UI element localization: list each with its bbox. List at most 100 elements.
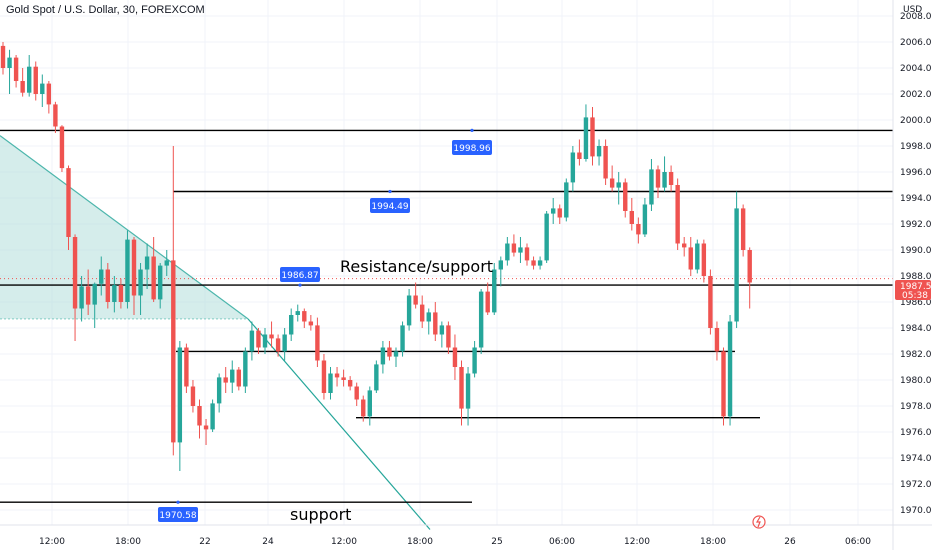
candle: [367, 386, 372, 426]
candle: [393, 347, 399, 367]
candle: [629, 198, 634, 231]
candle: [20, 68, 25, 97]
candle: [131, 237, 137, 315]
candle: [269, 321, 274, 348]
level-label-text: 1998.96: [453, 144, 490, 154]
candle: [85, 269, 91, 315]
y-tick-label: 1974.00: [900, 454, 932, 464]
candle-body: [40, 83, 45, 94]
candle-body: [59, 126, 65, 169]
candle-body: [53, 104, 58, 127]
level-label-box: [158, 507, 198, 522]
x-tick-label: 25: [491, 537, 502, 547]
candle-body: [190, 386, 196, 406]
candle: [603, 139, 608, 185]
candle: [472, 341, 477, 378]
candle-body: [649, 169, 654, 205]
candle-body: [688, 247, 693, 270]
candle-body: [642, 204, 648, 235]
candle-body: [341, 377, 346, 380]
candle-body: [518, 247, 523, 253]
candle-body: [393, 351, 399, 357]
candle: [282, 328, 287, 361]
candle: [537, 256, 543, 270]
candle: [99, 256, 104, 296]
candle: [66, 165, 71, 250]
candle: [236, 367, 241, 391]
candle-body: [361, 399, 366, 417]
candle-body: [243, 351, 248, 387]
candle: [197, 399, 202, 439]
time-axis: 12:00 18:00 22 24 12:00 18:00 25 06:00 12:00 18:0…: [0, 524, 932, 547]
candle: [79, 276, 84, 322]
level-label-dot: [470, 128, 474, 132]
candle-body: [216, 377, 222, 404]
candle-body: [413, 295, 418, 305]
candle: [262, 328, 268, 354]
candle-body: [171, 260, 176, 443]
y-tick-label: 1992.00: [900, 220, 932, 230]
candle-body: [256, 330, 261, 348]
candle-body: [531, 260, 536, 266]
annotation-support: support: [290, 505, 351, 524]
x-tick-label: 12:00: [624, 537, 650, 547]
candle: [13, 55, 19, 88]
candle: [210, 399, 215, 432]
candle-body: [590, 117, 595, 157]
candle: [596, 139, 602, 166]
candle-body: [131, 239, 137, 296]
annotation-resistance: Resistance/support: [340, 257, 493, 276]
candle: [138, 263, 143, 315]
candle: [714, 321, 720, 361]
candle: [0, 42, 6, 75]
candle: [701, 239, 707, 283]
candle-body: [668, 172, 674, 185]
candle-body: [433, 312, 438, 335]
candle-body: [164, 260, 169, 266]
level-label-text: 1986.87: [281, 271, 318, 281]
candle: [524, 243, 530, 266]
candle: [302, 308, 307, 328]
x-tick-label: 18:00: [700, 537, 726, 547]
candle-body: [675, 185, 680, 244]
candle-body: [33, 66, 38, 94]
candle-body: [537, 260, 543, 266]
candle-body: [321, 360, 327, 393]
candle-body: [498, 260, 503, 270]
candle-body: [46, 83, 52, 105]
lightning-icon[interactable]: [752, 515, 766, 529]
candle-body: [354, 386, 359, 400]
price-tag: 1987.50 05:38: [895, 280, 932, 301]
candle-body: [682, 243, 687, 248]
level-label-box: [452, 140, 492, 155]
level-label-dot: [176, 500, 180, 504]
candle-body: [478, 291, 484, 348]
candle-body: [275, 338, 281, 352]
candle: [426, 308, 431, 335]
candle: [354, 382, 359, 406]
chart-title: Gold Spot / U.S. Dollar, 30, FOREXCOM: [6, 4, 205, 16]
candle-body: [636, 224, 641, 235]
candle-body: [27, 66, 32, 93]
candle: [583, 104, 589, 162]
level-label-dot: [298, 283, 302, 287]
x-tick-label: 24: [262, 537, 274, 547]
candle: [184, 343, 189, 393]
candle: [144, 243, 150, 289]
candle-body: [452, 347, 458, 367]
candle: [46, 81, 52, 114]
level-label-text: 1970.58: [159, 511, 196, 521]
candle-body: [334, 373, 340, 378]
level-label: 1998.96: [452, 128, 492, 155]
candle-body: [118, 285, 124, 302]
candle-body: [524, 247, 530, 261]
candle: [557, 204, 562, 224]
y-tick-label: 1986.00: [900, 298, 932, 308]
candle-body: [112, 285, 117, 302]
candle-body: [223, 377, 228, 383]
candle: [92, 282, 97, 328]
candle-body: [465, 373, 471, 409]
candle-body: [695, 243, 700, 270]
candle: [406, 289, 412, 331]
candle: [374, 360, 379, 393]
